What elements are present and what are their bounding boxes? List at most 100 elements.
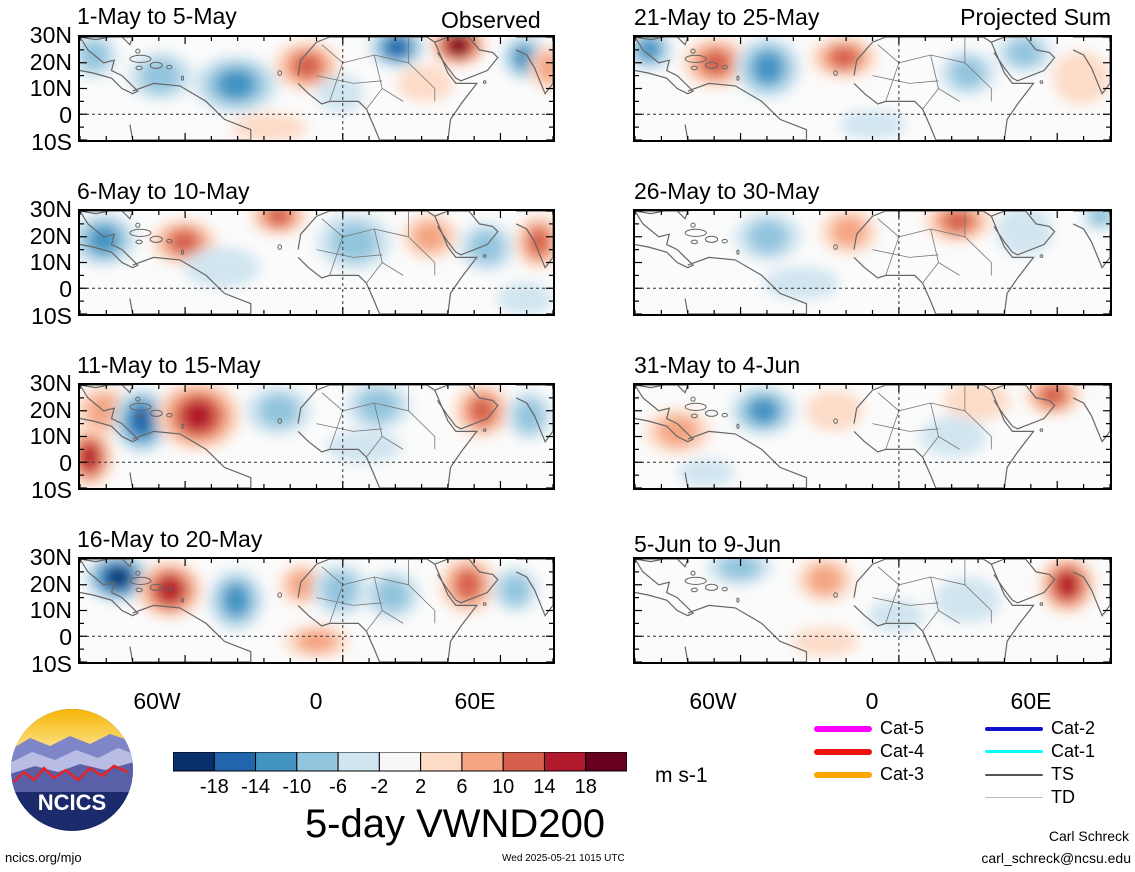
observed-label: Observed — [441, 7, 541, 33]
border-line — [964, 211, 992, 276]
colorbar-swatch — [420, 752, 463, 772]
coastline — [1072, 385, 1110, 443]
anomaly-contour — [867, 599, 925, 633]
anomaly-contour — [1006, 38, 1043, 67]
coastline — [80, 37, 134, 46]
anomaly-contour — [536, 52, 553, 84]
border-line — [877, 218, 900, 238]
coastline — [991, 37, 1056, 82]
border-line — [872, 423, 939, 432]
border-line — [408, 559, 436, 624]
border-line — [877, 44, 900, 64]
island — [690, 222, 696, 228]
border-line — [922, 436, 939, 458]
island — [736, 75, 740, 81]
island — [721, 64, 728, 70]
coastline — [515, 385, 553, 443]
island — [721, 586, 728, 592]
coastline — [515, 37, 553, 95]
coastline — [853, 385, 1035, 488]
island — [736, 249, 740, 255]
colorbar-tick-label: -2 — [370, 776, 389, 798]
anomaly-contour — [469, 230, 505, 264]
island — [166, 586, 173, 592]
coastline — [129, 82, 252, 140]
map-panel-1 — [78, 35, 555, 142]
lon-label-0-right: 0 — [865, 688, 879, 714]
projected-sum-label: Projected Sum — [960, 4, 1111, 30]
anomaly-contour — [292, 52, 322, 79]
panel-title-2: 6-May to 10-May — [77, 178, 250, 204]
island — [180, 75, 185, 81]
border-line — [872, 75, 939, 84]
island — [277, 70, 283, 76]
colorbar-swatch — [543, 752, 587, 772]
border-line — [922, 262, 939, 284]
coastline — [684, 82, 808, 140]
colorbar-swatch — [461, 752, 504, 772]
border-line — [366, 436, 383, 458]
lat-label: 30N — [29, 22, 72, 48]
island — [135, 48, 141, 54]
ncics-logo-icon: NCICS — [11, 709, 133, 831]
anomaly-contour — [753, 51, 783, 84]
island — [135, 413, 143, 419]
island — [690, 65, 699, 71]
author-name: Carl Schreck — [1048, 828, 1129, 844]
island — [833, 70, 838, 76]
coastline — [515, 211, 553, 269]
border-line — [408, 37, 436, 102]
coastline — [129, 256, 252, 314]
border-line — [885, 54, 965, 102]
map-panel-2 — [78, 209, 555, 316]
legend-item: Cat-2 — [985, 718, 1095, 739]
island — [833, 418, 838, 424]
island — [277, 592, 283, 598]
anomaly-contour — [514, 399, 544, 433]
border-line — [885, 576, 965, 624]
coastline — [853, 211, 1035, 314]
anomaly-contour — [657, 415, 699, 447]
colorbar-swatch — [502, 752, 545, 772]
coastline — [684, 430, 808, 488]
colorbar-swatch — [213, 752, 257, 772]
coastline — [80, 559, 134, 568]
anomaly-contour — [763, 266, 840, 300]
colorbar-swatch — [337, 752, 380, 772]
map-panel-3 — [78, 383, 555, 490]
island — [482, 602, 487, 606]
border-line — [321, 392, 344, 412]
coastline — [635, 211, 689, 220]
anomaly-contour — [829, 46, 859, 69]
legend-label: Cat-4 — [880, 741, 925, 761]
legend-label: TS — [1051, 764, 1075, 784]
anomaly-contour — [183, 401, 214, 431]
lon-label-60e-left: 60E — [454, 688, 496, 714]
legend-swatch — [985, 797, 1043, 798]
colorbar-tick-label: -10 — [282, 776, 312, 798]
legend-swatch — [985, 726, 1043, 731]
anomaly-contour — [807, 564, 843, 596]
island — [690, 413, 699, 419]
border-line — [922, 610, 939, 632]
legend-swatch — [814, 725, 872, 732]
lat-label: 10N — [29, 249, 72, 276]
colorbar-tick-label: 14 — [533, 776, 556, 798]
anomaly-contour — [949, 57, 986, 89]
lat-label: 10S — [31, 650, 72, 677]
border-line — [366, 88, 383, 110]
anomaly-contour — [450, 37, 467, 54]
coastline — [434, 559, 499, 604]
map-panel-4 — [78, 557, 555, 664]
island — [684, 228, 707, 237]
lat-label: 0 — [59, 102, 72, 129]
panel-title-7: 31-May to 4-Jun — [634, 352, 801, 378]
colorbar-tick-label: 18 — [574, 776, 597, 798]
coastline — [635, 385, 689, 394]
anomaly-contour — [81, 444, 98, 471]
coastline — [80, 37, 139, 95]
coastline — [80, 385, 139, 443]
panel-title-1: 1-May to 5-May — [77, 3, 237, 29]
island — [704, 409, 719, 417]
island — [704, 235, 719, 243]
